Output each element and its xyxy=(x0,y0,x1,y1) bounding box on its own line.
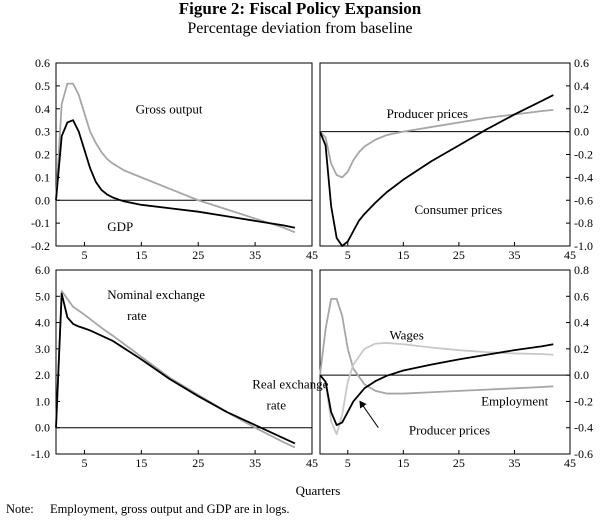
series-label: Consumer prices xyxy=(414,202,502,217)
y-tick-label: -0.2 xyxy=(574,394,593,408)
x-tick-label: 15 xyxy=(135,456,147,470)
x-tick-label: 45 xyxy=(306,248,318,262)
y-tick-label: -0.4 xyxy=(574,421,593,435)
series-label: Wages xyxy=(389,328,423,343)
y-tick-label: 0.4 xyxy=(35,102,50,116)
y-tick-label: -0.6 xyxy=(574,447,593,461)
plot-frame xyxy=(55,269,313,455)
series-label: Nominal exchange xyxy=(107,287,205,302)
y-tick-label: 6.0 xyxy=(35,263,50,277)
x-tick-label: 5 xyxy=(345,248,351,262)
x-tick-label: 25 xyxy=(192,248,204,262)
series-label: Employment xyxy=(481,393,549,408)
series-label: Gross output xyxy=(136,101,203,116)
y-tick-label: 0.8 xyxy=(574,263,589,277)
plot-frame xyxy=(319,269,571,455)
series-label: rate xyxy=(127,308,147,323)
x-tick-label: 5 xyxy=(81,456,87,470)
y-tick-label: 0.5 xyxy=(35,79,50,93)
y-tick-label: -0.4 xyxy=(574,170,593,184)
series-line-producer-prices xyxy=(319,108,554,179)
y-tick-label: 0.4 xyxy=(574,316,589,330)
figure-note: Note: Employment, gross output and GDP ar… xyxy=(6,502,289,516)
x-tick-label: 25 xyxy=(453,248,465,262)
series-line-consumer-prices xyxy=(319,94,554,247)
series-line-nominal-exchange-rate xyxy=(55,292,296,445)
x-tick-label: 45 xyxy=(564,456,576,470)
y-tick-label: 0.6 xyxy=(35,56,50,70)
x-tick-label: 35 xyxy=(508,456,520,470)
plot-frame xyxy=(55,62,313,247)
y-tick-label: 0.2 xyxy=(35,148,50,162)
y-tick-label: 0.0 xyxy=(35,421,50,435)
series-line-producer-prices xyxy=(319,343,554,426)
x-tick-label: 15 xyxy=(135,248,147,262)
y-tick-label: 2.0 xyxy=(35,368,50,382)
figure-subtitle: Percentage deviation from baseline xyxy=(187,20,413,37)
figure-title: Figure 2: Fiscal Policy Expansion xyxy=(178,0,422,18)
y-tick-label: 0.1 xyxy=(35,170,50,184)
x-axis-label: Quarters xyxy=(296,483,341,498)
y-tick-label: -0.1 xyxy=(31,216,50,230)
note-text: Employment, gross output and GDP are in … xyxy=(50,502,290,516)
series-label: Producer prices xyxy=(387,106,468,121)
y-tick-label: 5.0 xyxy=(35,289,50,303)
x-tick-label: 45 xyxy=(564,248,576,262)
y-tick-label: -0.2 xyxy=(574,148,593,162)
x-tick-label: 35 xyxy=(508,248,520,262)
y-tick-label: 0.6 xyxy=(574,289,589,303)
pointer-arrow xyxy=(359,400,379,429)
y-tick-label: 0.6 xyxy=(574,56,589,70)
x-tick-label: 25 xyxy=(453,456,465,470)
panel-bottom-right: 5 15 25 35 45-0.6 -0.4 -0.2 0.0 0.2 0.4 0.6 0.8 Wage… xyxy=(319,263,593,470)
x-tick-label: 15 xyxy=(397,248,409,262)
y-tick-label: -0.2 xyxy=(31,239,50,253)
series-label: GDP xyxy=(107,219,133,234)
series-line-gross-output xyxy=(55,82,296,234)
y-tick-label: 0.4 xyxy=(574,79,589,93)
panel-top-right: 5 15 25 35 45-1.0 -0.8 -0.6 -0.4 -0.2 0.0 0.2 0.4 0.… xyxy=(319,56,593,262)
y-tick-label: 0.0 xyxy=(574,125,589,139)
series-label: rate xyxy=(266,397,286,412)
y-tick-label: 3.0 xyxy=(35,342,50,356)
series-line-real-exchange-rate xyxy=(55,290,296,449)
y-tick-label: -0.8 xyxy=(574,216,593,230)
y-tick-label: -1.0 xyxy=(31,447,50,461)
x-tick-label: 5 xyxy=(345,456,351,470)
y-tick-label: 0.0 xyxy=(574,368,589,382)
y-tick-label: 0.3 xyxy=(35,125,50,139)
series-label: Producer prices xyxy=(409,422,490,437)
x-tick-label: 25 xyxy=(192,456,204,470)
y-tick-label: -0.6 xyxy=(574,193,593,207)
x-tick-label: 15 xyxy=(397,456,409,470)
x-tick-label: 35 xyxy=(249,248,261,262)
series-line-employment xyxy=(319,298,554,395)
y-tick-label: -1.0 xyxy=(574,239,593,253)
x-tick-label: 45 xyxy=(306,456,318,470)
x-tick-label: 35 xyxy=(249,456,261,470)
series-line-gdp xyxy=(55,119,296,229)
chart-grid: 5 15 25 35 45 -0.2 -0.1 0.0 0.1 0.2 0.3 0.4 0.5 0.6 Gr… xyxy=(31,56,593,498)
x-tick-label: 5 xyxy=(81,248,87,262)
panel-top-left: 5 15 25 35 45 -0.2 -0.1 0.0 0.1 0.2 0.3 0.4 0.5 0.6 Gr… xyxy=(31,56,318,262)
y-tick-label: 0.2 xyxy=(574,342,589,356)
series-label: Real exchange xyxy=(252,376,328,391)
panel-bottom-left: 5 15 25 35 45 -1.0 0.0 1.0 2.0 3.0 4.0 5.0 6.0 Nomina… xyxy=(31,263,329,470)
y-tick-label: 0.2 xyxy=(574,102,589,116)
note-label: Note: xyxy=(6,502,34,516)
y-tick-label: 0.0 xyxy=(35,193,50,207)
y-tick-label: 1.0 xyxy=(35,394,50,408)
y-tick-label: 4.0 xyxy=(35,316,50,330)
